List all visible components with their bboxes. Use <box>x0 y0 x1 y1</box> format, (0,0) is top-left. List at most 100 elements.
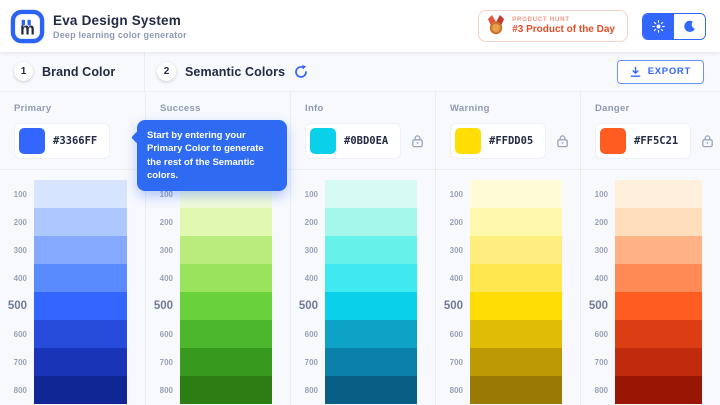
danger-scale-row-500: 500 <box>581 292 720 320</box>
success-scale-row-700: 700 <box>146 348 290 376</box>
info-swatch-800[interactable] <box>325 376 417 404</box>
sun-icon <box>652 19 665 33</box>
warning-scale-row-300: 300 <box>436 236 580 264</box>
danger-color-chip[interactable] <box>600 128 626 154</box>
warning-lock-button[interactable] <box>556 134 569 148</box>
success-scale-row-500: 500 <box>146 292 290 320</box>
primary-swatch-700[interactable] <box>34 348 127 376</box>
danger-hex-input[interactable]: #FF5C21 <box>595 123 691 159</box>
scale-step-label: 500 <box>153 300 173 312</box>
scale-step-label: 100 <box>13 189 27 199</box>
primary-swatch-800[interactable] <box>34 376 127 404</box>
info-swatch-700[interactable] <box>325 348 417 376</box>
warning-swatch-300[interactable] <box>470 236 562 264</box>
scale-step-label: 200 <box>449 217 463 227</box>
success-swatch-300[interactable] <box>180 236 272 264</box>
success-swatch-400[interactable] <box>180 264 272 292</box>
danger-lock-button[interactable] <box>701 134 714 148</box>
info-swatch-300[interactable] <box>325 236 417 264</box>
scale-step-label: 400 <box>159 273 173 283</box>
info-swatch-600[interactable] <box>325 320 417 348</box>
scale-step-label: 300 <box>449 245 463 255</box>
danger-swatch-600[interactable] <box>615 320 702 348</box>
warning-swatch-800[interactable] <box>470 376 562 404</box>
scale-step-label: 600 <box>13 329 27 339</box>
success-swatch-600[interactable] <box>180 320 272 348</box>
warning-swatch-200[interactable] <box>470 208 562 236</box>
info-hex-input[interactable]: #0BD0EA <box>305 123 401 159</box>
warning-header: Warning #FFDD05 <box>436 92 580 170</box>
scale-step-label: 300 <box>159 245 173 255</box>
scale-step-label: 800 <box>449 385 463 395</box>
warning-hex-input[interactable]: #FFDD05 <box>450 123 546 159</box>
danger-swatch-500[interactable] <box>615 292 702 320</box>
regenerate-button[interactable] <box>294 64 308 79</box>
info-swatch-500[interactable] <box>325 292 417 320</box>
danger-swatch-300[interactable] <box>615 236 702 264</box>
success-scale-row-600: 600 <box>146 320 290 348</box>
success-swatch-700[interactable] <box>180 348 272 376</box>
scale-step-label: 600 <box>594 329 608 339</box>
danger-scale-row-200: 200 <box>581 208 720 236</box>
info-scale-row-300: 300 <box>291 236 435 264</box>
scale-step-label: 100 <box>594 189 608 199</box>
info-swatch-100[interactable] <box>325 180 417 208</box>
scale-step-label: 500 <box>298 300 318 312</box>
warning-swatch-400[interactable] <box>470 264 562 292</box>
scale-step-label: 300 <box>304 245 318 255</box>
success-swatch-500[interactable] <box>180 292 272 320</box>
dark-mode-button[interactable] <box>674 13 705 39</box>
danger-scale-row-800: 800 <box>581 376 720 404</box>
info-swatch-200[interactable] <box>325 208 417 236</box>
scale-step-label: 200 <box>304 217 318 227</box>
primary-swatch-100[interactable] <box>34 180 127 208</box>
info-color-chip[interactable] <box>310 128 336 154</box>
warning-label: Warning <box>450 103 490 114</box>
light-mode-button[interactable] <box>643 13 674 39</box>
primary-swatch-400[interactable] <box>34 264 127 292</box>
primary-scale-row-700: 700 <box>0 348 145 376</box>
info-swatch-400[interactable] <box>325 264 417 292</box>
primary-swatch-300[interactable] <box>34 236 127 264</box>
warning-scale-row-600: 600 <box>436 320 580 348</box>
export-label: EXPORT <box>647 66 691 77</box>
warning-color-chip[interactable] <box>455 128 481 154</box>
product-hunt-badge[interactable]: PRODUCT HUNT #3 Product of the Day <box>478 10 628 42</box>
warning-swatch-100[interactable] <box>470 180 562 208</box>
primary-swatch-500[interactable] <box>34 292 127 320</box>
primary-scale-row-800: 800 <box>0 376 145 404</box>
danger-swatch-100[interactable] <box>615 180 702 208</box>
primary-swatch-600[interactable] <box>34 320 127 348</box>
info-hex-value: #0BD0EA <box>344 135 389 147</box>
success-swatch-200[interactable] <box>180 208 272 236</box>
danger-swatch-700[interactable] <box>615 348 702 376</box>
warning-swatch-500[interactable] <box>470 292 562 320</box>
brand-color-section-header: 1 Brand Color <box>0 52 145 91</box>
info-header: Info #0BD0EA <box>291 92 435 170</box>
danger-scale-row-400: 400 <box>581 264 720 292</box>
danger-swatch-200[interactable] <box>615 208 702 236</box>
brand-color-title: Brand Color <box>42 64 116 79</box>
warning-scale-row-200: 200 <box>436 208 580 236</box>
primary-color-chip[interactable] <box>19 128 45 154</box>
app-subtitle: Deep learning color generator <box>53 29 187 40</box>
warning-swatch-700[interactable] <box>470 348 562 376</box>
section-bar: 1 Brand Color 2 Semantic Colors EXPORT <box>0 52 720 92</box>
step-number-1: 1 <box>14 62 33 81</box>
primary-swatch-200[interactable] <box>34 208 127 236</box>
product-hunt-label: #3 Product of the Day <box>512 24 615 35</box>
danger-swatch-800[interactable] <box>615 376 702 404</box>
export-button[interactable]: EXPORT <box>616 59 704 84</box>
success-swatch-800[interactable] <box>180 376 272 404</box>
primary-scale-row-100: 100 <box>0 180 145 208</box>
app-title: Eva Design System <box>53 12 181 28</box>
info-lock-button[interactable] <box>411 134 424 148</box>
scale-step-label: 300 <box>13 245 27 255</box>
warning-swatch-600[interactable] <box>470 320 562 348</box>
primary-hex-input[interactable]: #3366FF <box>14 123 110 159</box>
scale-step-label: 100 <box>159 189 173 199</box>
scale-step-label: 800 <box>159 385 173 395</box>
danger-swatch-400[interactable] <box>615 264 702 292</box>
info-scale-row-200: 200 <box>291 208 435 236</box>
palette-area: Primary #3366FF 100 200 300 400 500 600 700 800 Su… <box>0 92 720 405</box>
